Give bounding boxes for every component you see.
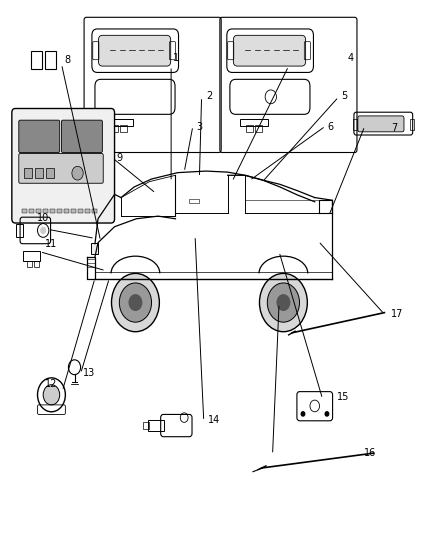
Text: 12: 12 xyxy=(45,378,57,389)
Text: 7: 7 xyxy=(391,123,397,133)
Bar xyxy=(57,209,62,214)
Bar xyxy=(143,422,149,429)
Text: 3: 3 xyxy=(196,122,202,132)
Circle shape xyxy=(128,294,142,311)
Text: 2: 2 xyxy=(206,91,212,101)
Bar xyxy=(188,199,199,203)
Bar xyxy=(27,261,32,266)
Bar xyxy=(25,168,32,178)
Bar xyxy=(240,118,268,126)
Bar xyxy=(31,51,42,69)
FancyBboxPatch shape xyxy=(61,120,102,152)
Bar xyxy=(16,223,23,237)
Bar xyxy=(45,51,56,69)
Bar xyxy=(246,125,253,132)
Text: 6: 6 xyxy=(328,122,334,132)
Bar xyxy=(410,119,414,130)
Bar xyxy=(92,209,97,214)
Text: 11: 11 xyxy=(45,239,57,249)
Text: 10: 10 xyxy=(37,213,49,223)
Bar xyxy=(255,125,262,132)
FancyBboxPatch shape xyxy=(233,35,306,66)
Bar xyxy=(46,168,54,178)
Circle shape xyxy=(72,166,83,180)
Text: 16: 16 xyxy=(364,448,376,458)
FancyBboxPatch shape xyxy=(19,120,60,152)
Text: 13: 13 xyxy=(83,368,95,377)
Text: 15: 15 xyxy=(337,392,350,402)
Text: 9: 9 xyxy=(117,153,123,163)
Bar xyxy=(23,251,40,261)
Bar xyxy=(36,209,41,214)
Bar xyxy=(85,209,90,214)
Bar xyxy=(71,209,76,214)
Circle shape xyxy=(43,385,60,405)
Bar xyxy=(29,209,34,214)
Bar xyxy=(105,118,133,126)
Bar xyxy=(120,125,127,132)
Bar xyxy=(91,243,99,254)
Bar xyxy=(35,168,43,178)
Bar xyxy=(64,209,69,214)
Text: 17: 17 xyxy=(391,309,403,319)
Text: 14: 14 xyxy=(208,415,220,425)
Bar xyxy=(111,125,118,132)
Circle shape xyxy=(119,283,152,322)
FancyBboxPatch shape xyxy=(19,154,103,183)
Circle shape xyxy=(112,273,159,332)
Bar xyxy=(78,209,83,214)
Bar xyxy=(22,209,27,214)
Bar xyxy=(50,209,55,214)
Bar xyxy=(34,261,39,266)
Circle shape xyxy=(40,227,46,234)
Circle shape xyxy=(325,412,328,416)
Circle shape xyxy=(259,273,307,332)
Circle shape xyxy=(301,412,305,416)
Bar xyxy=(148,420,164,431)
Circle shape xyxy=(267,283,300,322)
Text: 5: 5 xyxy=(341,91,347,101)
Text: 4: 4 xyxy=(347,53,353,63)
Text: 8: 8 xyxy=(64,55,71,64)
Text: 1: 1 xyxy=(173,53,180,63)
FancyBboxPatch shape xyxy=(358,116,404,132)
FancyBboxPatch shape xyxy=(99,35,171,66)
FancyBboxPatch shape xyxy=(12,109,115,223)
Bar xyxy=(43,209,48,214)
Bar xyxy=(353,119,357,130)
Circle shape xyxy=(276,294,290,311)
